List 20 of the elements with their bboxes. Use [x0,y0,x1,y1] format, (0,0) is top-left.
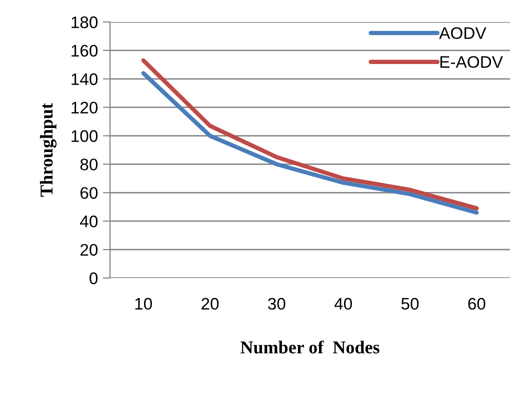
legend-label: E-AODV [440,56,503,68]
y-tick-label: 100 [72,130,98,142]
y-tick-label: 20 [80,244,98,256]
x-axis-title: Number of Nodes [240,340,380,354]
x-tick-label: 30 [268,298,286,310]
y-tick-label: 0 [90,272,98,284]
y-tick-label: 120 [72,102,98,114]
y-tick-label: 80 [80,158,98,170]
x-tick-label: 40 [334,298,352,310]
legend-label: AODV [439,27,486,39]
x-tick-label: 50 [401,298,419,310]
x-tick-label: 60 [468,298,486,310]
y-tick-label: 40 [80,216,98,228]
x-tick-label: 20 [202,298,219,310]
y-tick-label: 60 [80,187,98,199]
y-tick-label: 180 [72,16,98,28]
x-tick-label: 10 [135,298,152,310]
y-axis-title: Throughput [40,103,56,197]
y-tick-label: 140 [72,73,98,86]
y-tick-label: 160 [72,44,98,57]
